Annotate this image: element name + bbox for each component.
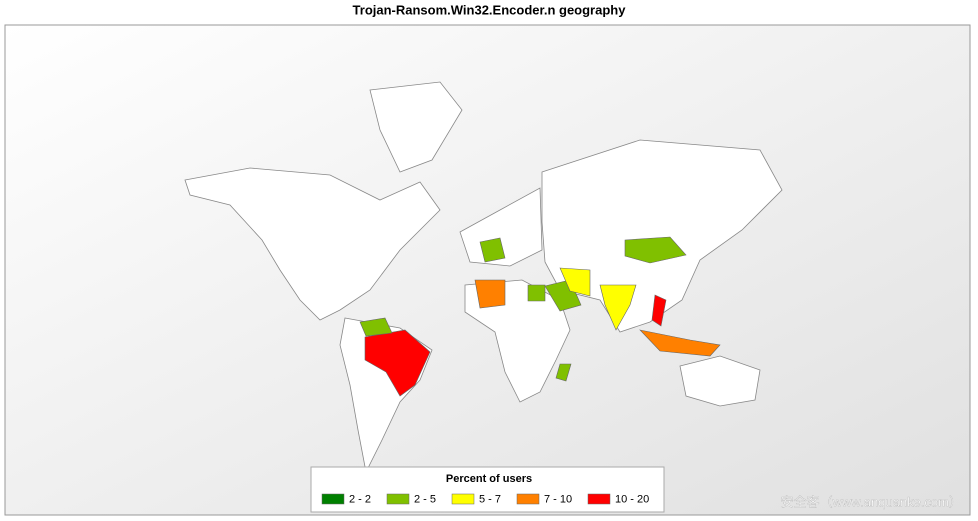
legend-label: 2 - 2 <box>349 493 371 505</box>
legend: Percent of users 2 - 2 2 - 5 5 - 7 7 - 10 10… <box>310 466 665 513</box>
watermark: 安全客（www.anquanke.com） <box>781 494 962 509</box>
legend-swatch <box>321 493 345 505</box>
legend-swatch <box>386 493 410 505</box>
legend-swatch <box>587 493 611 505</box>
map-frame <box>4 24 971 516</box>
legend-label: 2 - 5 <box>414 493 436 505</box>
legend-swatch <box>451 493 475 505</box>
legend-title: Percent of users <box>446 473 532 485</box>
legend-swatch <box>516 493 540 505</box>
legend-label: 10 - 20 <box>615 493 649 505</box>
legend-label: 5 - 7 <box>479 493 501 505</box>
world-map <box>184 81 783 474</box>
legend-box <box>310 466 665 513</box>
legend-items: 2 - 2 2 - 5 5 - 7 7 - 10 10 - 20 <box>321 493 649 505</box>
legend-label: 7 - 10 <box>544 493 572 505</box>
map-title: Trojan-Ransom.Win32.Encoder.n geography <box>353 2 627 17</box>
